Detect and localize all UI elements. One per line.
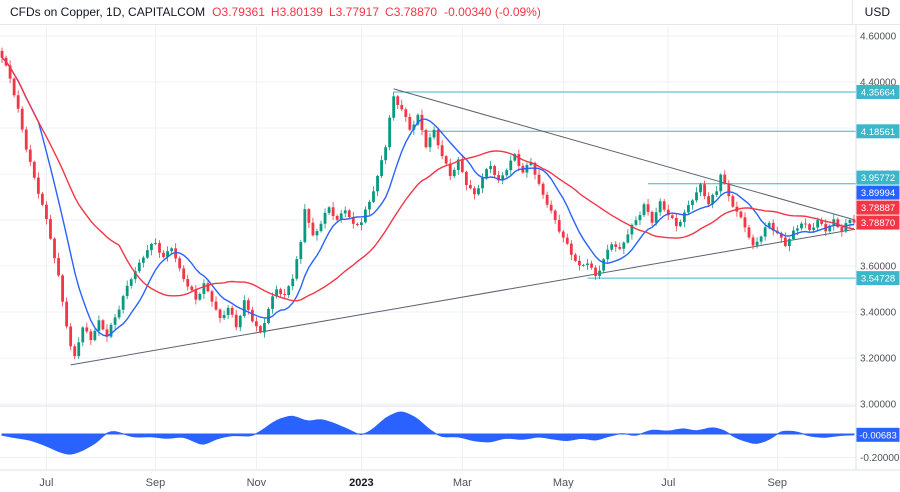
- currency-selector[interactable]: USD: [851, 0, 890, 25]
- low-value: L3.77917: [328, 5, 380, 19]
- svg-text:Jul: Jul: [661, 477, 675, 489]
- indicator-area: [1, 411, 855, 455]
- svg-text:Nov: Nov: [247, 477, 267, 489]
- symbol-title[interactable]: CFDs on Copper, 1D, CAPITALCOM: [10, 5, 206, 19]
- svg-text:3.00000: 3.00000: [860, 400, 897, 411]
- svg-text:3.89994: 3.89994: [861, 188, 895, 199]
- svg-text:4.35664: 4.35664: [861, 87, 895, 98]
- svg-text:4.60000: 4.60000: [860, 32, 897, 43]
- svg-text:3.78887: 3.78887: [861, 203, 895, 214]
- ma-slow-line: [1, 57, 855, 302]
- svg-text:3.78870: 3.78870: [861, 218, 895, 229]
- svg-text:3.40000: 3.40000: [860, 308, 897, 319]
- svg-text:4.18561: 4.18561: [861, 127, 895, 138]
- close-value: C3.78870: [385, 5, 438, 19]
- svg-text:3.20000: 3.20000: [860, 354, 897, 365]
- pane-borders: [0, 25, 900, 471]
- time-scale[interactable]: Jul Sep Nov 2023 Mar May Jul Sep: [39, 477, 787, 489]
- svg-text:3.95772: 3.95772: [861, 173, 895, 184]
- svg-text:Mar: Mar: [453, 477, 472, 489]
- svg-text:-0.20000: -0.20000: [860, 453, 900, 464]
- ohlc-readout: O3.79361 H3.80139 L3.77917 C3.78870: [212, 5, 437, 19]
- svg-text:2023: 2023: [349, 477, 373, 489]
- svg-text:Jul: Jul: [39, 477, 53, 489]
- trend-lines[interactable]: [70, 88, 856, 366]
- svg-text:-0.00683: -0.00683: [859, 430, 897, 441]
- svg-text:4.40000: 4.40000: [860, 78, 897, 89]
- svg-text:May: May: [553, 477, 574, 489]
- svg-text:Sep: Sep: [146, 477, 166, 489]
- candlestick-series: [0, 47, 856, 360]
- svg-text:Sep: Sep: [767, 477, 787, 489]
- high-value: H3.80139: [270, 5, 323, 19]
- svg-text:3.54728: 3.54728: [861, 274, 895, 285]
- symbol-legend[interactable]: CFDs on Copper, 1D, CAPITALCOM O3.79361 …: [10, 5, 541, 19]
- svg-text:3.60000: 3.60000: [860, 262, 897, 273]
- ma-fast-line: [1, 57, 855, 337]
- horizontal-price-lines[interactable]: [393, 91, 856, 279]
- price-axis-labels[interactable]: 4.35664 4.18561 3.95772 3.89994 3.78887 3.788…: [856, 84, 900, 442]
- chart-toolbar: CFDs on Copper, 1D, CAPITALCOM O3.79361 …: [0, 0, 900, 25]
- change-value: -0.00340 (-0.09%): [444, 5, 541, 19]
- open-value: O3.79361: [212, 5, 265, 19]
- grid-lines: [0, 26, 856, 470]
